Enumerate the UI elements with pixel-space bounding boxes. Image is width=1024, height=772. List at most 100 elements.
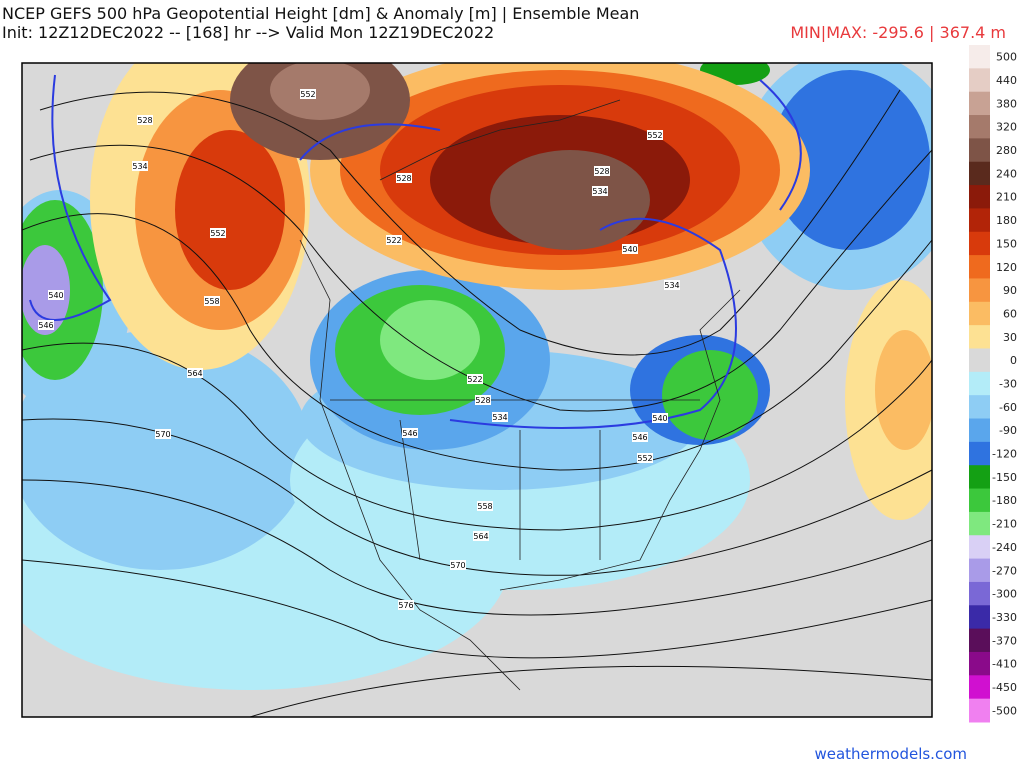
contour-label: 558 [204,297,219,306]
contour-label: 534 [492,413,507,422]
contour-label-bg [622,244,638,254]
contour-label-bg [300,89,316,99]
colorbar-swatch [969,698,990,723]
credit: weathermodels.com [814,745,967,763]
colorbar-swatch [969,535,990,560]
contour-label: 564 [187,369,202,378]
colorbar-label: 90 [1003,284,1017,297]
subtitle: Init: 12Z12DEC2022 -- [168] hr --> Valid… [2,23,494,42]
colorbar-swatch [969,301,990,326]
contour-label: 570 [155,430,170,439]
contour-label: 564 [473,532,488,541]
contour-label-bg [48,290,64,300]
contour-label: 570 [450,561,465,570]
contour-label-bg [652,413,668,423]
colorbar-swatch [969,581,990,606]
colorbar-label: 280 [996,144,1017,157]
colorbar-swatch [969,161,990,186]
colorbar-label: 0 [1010,354,1017,367]
colorbar-swatch [969,651,990,676]
map [22,63,932,717]
colorbar-swatch [969,371,990,396]
contour-label-bg [398,600,414,610]
colorbar-label: 240 [996,167,1017,180]
contour-labels: 5285345525285225525585645705405465225285… [38,89,680,610]
colorbar-label: -450 [992,681,1017,694]
colorbar-label: 120 [996,261,1017,274]
colorbar-swatch [969,348,990,373]
contour-label-bg [155,429,171,439]
colorbar-label: 440 [996,74,1017,87]
contour-label-bg [467,374,483,384]
contour-label: 546 [632,433,647,442]
contour-label-bg [492,412,508,422]
colorbar-label: 210 [996,191,1017,204]
contour-label: 552 [637,454,652,463]
colorbar-swatch [969,278,990,303]
title: NCEP GEFS 500 hPa Geopotential Height [d… [2,4,639,23]
contour-label: 558 [477,502,492,511]
colorbar-label: -270 [992,564,1017,577]
contour-label-bg [637,453,653,463]
colorbar-swatch [969,628,990,653]
contour-label-bg [204,296,220,306]
contour-label-bg [210,228,226,238]
contour-label: 528 [137,116,152,125]
contour-label: 540 [48,291,63,300]
contour-label: 534 [664,281,679,290]
colorbar-swatch [969,418,990,443]
contour-label-bg [473,531,489,541]
colorbar-swatch [969,68,990,93]
contour-label: 528 [475,396,490,405]
colorbar-swatch [969,45,990,69]
contour-label-bg [594,166,610,176]
colorbar-label: 500 [996,51,1017,64]
contour-label: 546 [402,429,417,438]
colorbar-label: 30 [1003,331,1017,344]
colorbar-label: -60 [999,401,1017,414]
contour-label-bg [386,235,402,245]
colorbar-swatch [969,255,990,279]
contour-label-bg [137,115,153,125]
colorbar-swatch [969,511,990,536]
contour-label: 534 [132,162,147,171]
contour-label: 534 [592,187,607,196]
colorbar-label: -330 [992,611,1017,624]
contour-label-bg [396,173,412,183]
colorbar-swatch [969,605,990,630]
colorbar-label: -500 [992,704,1017,717]
colorbar-label: -180 [992,494,1017,507]
min-max: MIN|MAX: -295.6 | 367.4 m [790,23,1006,42]
colorbar-label: -120 [992,448,1017,461]
colorbar-label: -240 [992,541,1017,554]
colorbar-swatch [969,558,990,583]
colorbar-swatch [969,441,990,466]
colorbar-swatch [969,395,990,420]
contour-label-bg [647,130,663,140]
contour-label: 540 [652,414,667,423]
colorbar-label: -410 [992,658,1017,671]
contour-label: 528 [594,167,609,176]
contour-label-bg [38,320,54,330]
colorbar-swatch [969,325,990,349]
colorbar-swatch [969,675,990,700]
contour-label-bg [664,280,680,290]
colorbar-label: -150 [992,471,1017,484]
colorbar-label: 150 [996,237,1017,250]
colorbar-label: 60 [1003,307,1017,320]
colorbar-swatch [969,115,990,139]
colorbar-swatch [969,231,990,256]
contour-label-bg [477,501,493,511]
contour-label-bg [187,368,203,378]
contour-label-bg [475,395,491,405]
contour-label: 528 [396,174,411,183]
colorbar-label: -30 [999,378,1017,391]
colorbar-label: 320 [996,121,1017,134]
contour-label-bg [450,560,466,570]
colorbar-label: -90 [999,424,1017,437]
contour-label-bg [592,186,608,196]
colorbar-swatch [969,488,990,513]
contour-label: 540 [622,245,637,254]
colorbar-label: -370 [992,634,1017,647]
contour-label-bg [632,432,648,442]
